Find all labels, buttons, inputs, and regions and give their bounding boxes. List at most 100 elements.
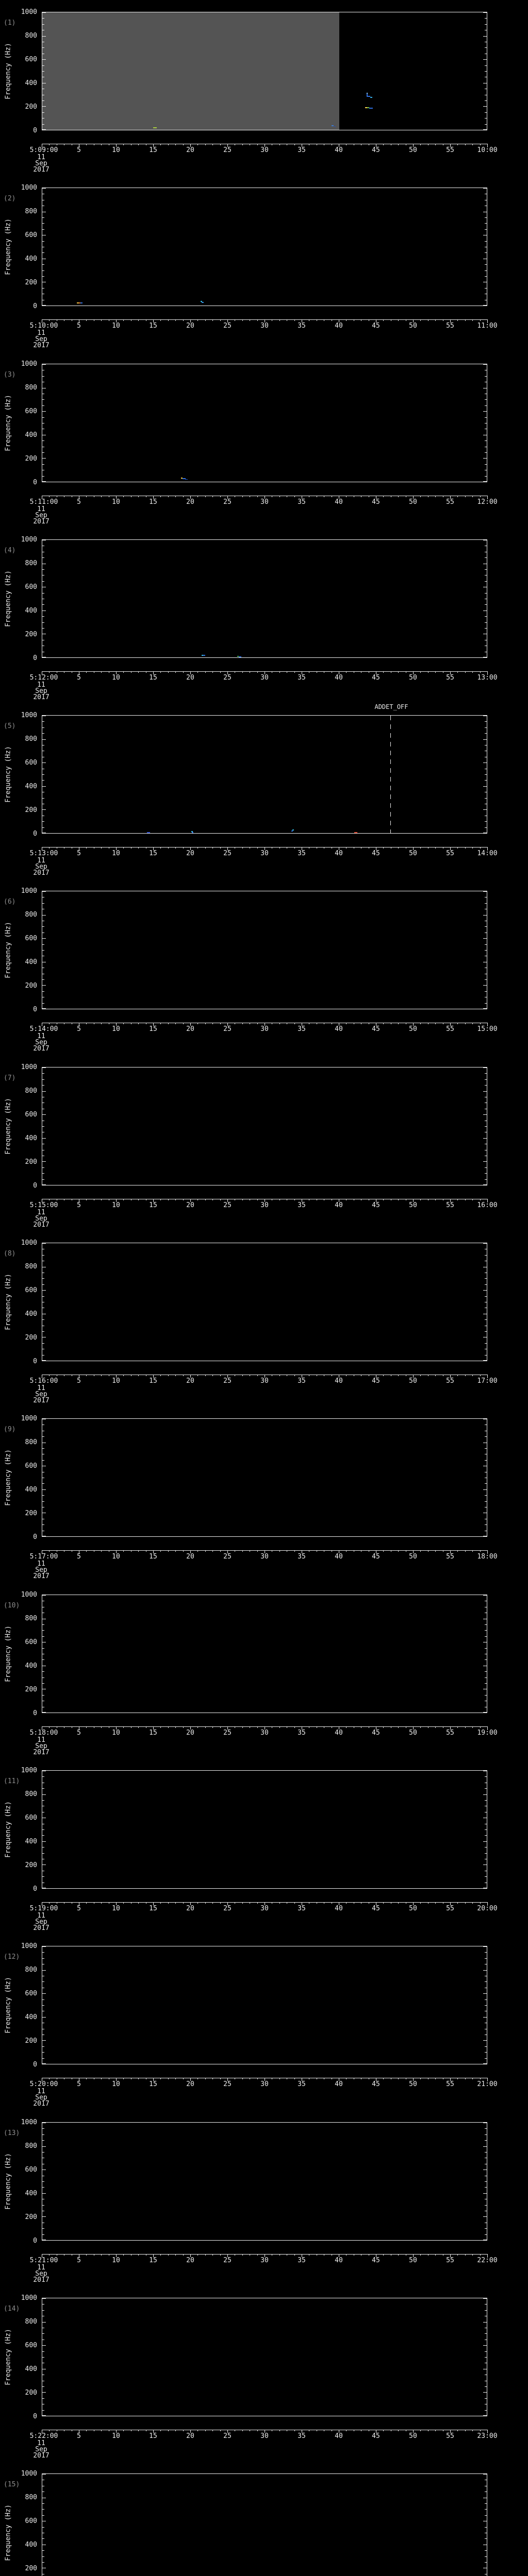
y-axis-tick xyxy=(42,2193,46,2194)
time-axis-tick xyxy=(435,2430,436,2431)
y-tick-label: 0 xyxy=(33,2061,37,2069)
spectrogram-panel: (2) Frequency (Hz) 1000 800 600 400 200 0 5 10 15 2… xyxy=(0,176,528,352)
y-tick-label: 0 xyxy=(33,830,37,838)
y-axis-title: Frequency (Hz) xyxy=(4,1801,12,1858)
minute-tick-label: 50 xyxy=(409,146,417,154)
time-axis-tick xyxy=(480,1550,481,1552)
minute-tick-label: 50 xyxy=(409,1553,417,1561)
y-axis-tick xyxy=(42,938,46,939)
y-tick-label: 600 xyxy=(25,408,37,415)
time-axis-tick xyxy=(457,1199,458,1200)
y-tick-label: 0 xyxy=(33,1885,37,1893)
time-axis-tick xyxy=(123,1726,124,1728)
y-axis-tick xyxy=(42,569,44,570)
time-axis-tick xyxy=(86,144,87,145)
axis-start-date-label: 11 Sep 2017 xyxy=(18,1033,65,1052)
y-axis-tick xyxy=(485,774,487,775)
axis-start-date-label: 11 Sep 2017 xyxy=(18,1209,65,1228)
time-axis-tick xyxy=(457,496,458,497)
time-axis-tick xyxy=(413,319,414,323)
y-axis-tick xyxy=(42,1683,44,1684)
axis-date-line: 11 xyxy=(37,1736,45,1744)
y-axis-tick xyxy=(483,809,487,810)
y-axis-tick xyxy=(483,2017,487,2018)
minute-tick-label: 30 xyxy=(260,1025,269,1033)
minute-tick-label: 45 xyxy=(372,674,380,682)
spectrogram-panel: (15)Frequency (Hz)1000800600400200051015… xyxy=(0,2462,528,2576)
y-axis-tick xyxy=(485,288,487,289)
y-axis-title: Frequency (Hz) xyxy=(4,1449,12,1506)
time-axis-tick xyxy=(183,1375,184,1376)
spectrogram-event-speck xyxy=(354,832,357,833)
y-axis-tick xyxy=(483,2392,487,2393)
y-axis-tick xyxy=(483,985,487,986)
y-axis-tick xyxy=(483,1841,487,1842)
time-axis-tick xyxy=(138,1726,139,1728)
axis-date-line: 2017 xyxy=(33,869,50,877)
time-axis-tick xyxy=(86,1023,87,1024)
y-tick-label: 0 xyxy=(33,1358,37,1365)
y-axis-tick xyxy=(485,1524,487,1525)
time-axis-tick xyxy=(279,496,280,497)
spectrogram-event-speck xyxy=(147,832,150,833)
y-tick-label: 600 xyxy=(25,231,37,239)
time-axis-tick xyxy=(160,2254,161,2256)
time-axis-tick xyxy=(420,496,421,497)
y-axis-tick xyxy=(483,106,487,107)
minute-tick-label: 15 xyxy=(149,2257,157,2264)
y-axis-tick xyxy=(42,24,44,25)
y-axis-tick xyxy=(42,733,44,734)
minute-tick-label: 45 xyxy=(372,322,380,330)
minute-tick-label: 35 xyxy=(298,674,306,682)
time-axis-tick xyxy=(413,847,414,850)
time-axis-tick xyxy=(138,2430,139,2431)
y-axis-tick xyxy=(485,1835,487,1836)
time-axis-tick xyxy=(86,2430,87,2431)
panel-index-label: (2) xyxy=(4,195,16,202)
y-axis-tick xyxy=(42,1003,44,1004)
y-axis-tick xyxy=(485,2205,487,2206)
axis-start-time-label: 5:09:00 xyxy=(29,146,58,154)
y-axis-tick xyxy=(485,1999,487,2000)
y-axis-tick xyxy=(485,721,487,722)
minute-tick-label: 40 xyxy=(335,498,343,506)
y-axis-tick xyxy=(42,2046,44,2047)
y-axis-tick xyxy=(483,2474,487,2475)
y-axis-tick xyxy=(483,915,487,916)
time-axis-tick xyxy=(227,1726,228,1730)
time-axis-tick xyxy=(435,671,436,673)
minute-tick-label: 25 xyxy=(223,1729,232,1737)
y-tick-label: 200 xyxy=(25,1510,37,1517)
y-axis-tick xyxy=(483,411,487,412)
y-axis-tick xyxy=(42,2187,44,2188)
y-axis-tick xyxy=(485,223,487,224)
time-axis-tick xyxy=(212,1375,213,1376)
time-axis-tick xyxy=(480,671,481,673)
time-axis-tick xyxy=(49,1199,50,1200)
time-axis-tick xyxy=(398,1375,399,1376)
y-tick-label: 400 xyxy=(25,1134,37,1142)
panel-index-label: (3) xyxy=(4,371,16,379)
axis-start-date-label: 11 Sep 2017 xyxy=(18,1385,65,1404)
y-tick-label: 800 xyxy=(25,1790,37,1798)
time-axis-tick xyxy=(86,1199,87,1200)
y-axis-tick xyxy=(42,411,46,412)
y-axis-tick xyxy=(485,1636,487,1637)
time-axis-tick xyxy=(383,319,384,321)
time-axis-tick xyxy=(383,1199,384,1200)
axis-start-time-label: 5:22:00 xyxy=(29,2432,58,2440)
time-axis-tick xyxy=(183,1199,184,1200)
axis-date-line: 11 xyxy=(37,2088,45,2095)
spectrogram-event-speck xyxy=(203,655,205,656)
y-axis-tick xyxy=(42,264,44,265)
minute-tick-label: 20 xyxy=(186,2432,194,2440)
y-axis-tick xyxy=(485,1296,487,1297)
time-axis-tick xyxy=(450,144,451,147)
y-axis-tick xyxy=(483,1138,487,1139)
minute-tick-label: 30 xyxy=(260,1201,269,1209)
y-axis-tick xyxy=(42,481,46,482)
spectrogram-event-speck xyxy=(291,831,293,832)
time-axis-tick xyxy=(153,496,154,499)
time-axis-tick xyxy=(383,2254,384,2256)
y-axis-tick xyxy=(42,786,46,787)
